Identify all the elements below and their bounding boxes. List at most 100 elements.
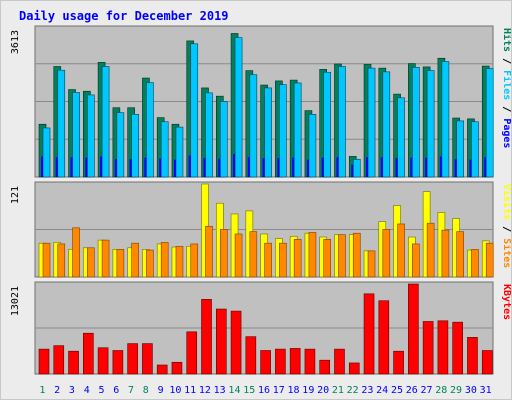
bar-pages (85, 157, 88, 177)
bar-pages (380, 157, 383, 177)
bar-sites (72, 227, 80, 278)
x-tick-label: 21 (332, 385, 344, 396)
bar-sites (264, 242, 272, 278)
bars-kbytes (38, 283, 493, 375)
bar-kbytes (186, 331, 198, 375)
x-tick-label: 22 (347, 385, 359, 396)
bar-sites (412, 243, 420, 278)
legend-hits-files-pages: Hits / Files / Pages (501, 28, 512, 148)
bar-kbytes (97, 347, 109, 375)
bar-sites (426, 222, 435, 278)
bar-pages (484, 157, 487, 177)
bar-kbytes (408, 283, 419, 375)
bar-sites (485, 242, 494, 278)
legend-visits-sites: Visits / Sites (501, 184, 512, 268)
bar-pages (188, 155, 191, 177)
x-tick-label: 25 (391, 385, 403, 396)
bar-pages (233, 153, 236, 177)
bar-kbytes (112, 350, 124, 375)
x-tick-label: 14 (228, 385, 240, 396)
bar-files (160, 121, 169, 178)
bar-files (101, 66, 110, 178)
bar-pages (173, 159, 176, 177)
x-tick-label: 6 (113, 385, 119, 396)
x-tick-label: 10 (169, 385, 181, 396)
bar-files (426, 70, 435, 178)
bar-pages (262, 158, 265, 177)
chart-panels: 3613 Hits / Files / Pages 121 Visits / Site… (10, 25, 512, 375)
bar-sites (131, 242, 139, 278)
x-tick-label: 19 (302, 385, 314, 396)
bar-kbytes (363, 293, 375, 375)
bar-kbytes (245, 336, 257, 375)
legend-item-files: Files (501, 70, 511, 100)
bar-sites (101, 239, 110, 278)
bar-files (87, 94, 95, 178)
legend-text: Hits / Files / Pages (501, 28, 511, 148)
x-tick-label: 12 (199, 385, 211, 396)
y-max-label: 3613 (10, 30, 21, 54)
x-tick-label: 29 (450, 385, 462, 396)
bar-kbytes (393, 350, 404, 375)
x-tick-label: 11 (184, 385, 196, 396)
bar-pages (439, 156, 442, 177)
x-tick-label: 31 (480, 385, 492, 396)
bar-sites (146, 249, 154, 278)
bar-files (249, 74, 258, 178)
x-tick-label: 8 (143, 385, 149, 396)
bar-kbytes (142, 343, 153, 375)
x-tick-label: 18 (288, 385, 300, 396)
bar-pages (395, 158, 398, 177)
bar-sites (338, 234, 346, 278)
bar-files (308, 114, 317, 178)
bar-pages (425, 157, 428, 177)
bar-sites (219, 229, 228, 278)
bar-kbytes (275, 348, 286, 375)
legend-separator: / (501, 220, 511, 238)
bar-kbytes (215, 308, 227, 375)
legend-text: KBytes (501, 284, 511, 320)
bar-kbytes (53, 345, 65, 375)
bar-pages (159, 158, 162, 177)
bar-sites (293, 239, 302, 278)
x-tick-label: 5 (98, 385, 104, 396)
bar-sites (471, 249, 479, 278)
bar-pages (410, 157, 413, 177)
bar-files (131, 114, 139, 178)
bar-kbytes (83, 332, 94, 375)
legend-item-sites: Sites (501, 238, 511, 268)
bar-files (323, 71, 332, 178)
bar-files (441, 61, 450, 178)
bar-files (397, 97, 405, 178)
panel-hits-files-pages: 3613 Hits / Files / Pages (10, 25, 512, 178)
bar-sites (382, 229, 391, 278)
bar-sites (87, 247, 95, 278)
bar-sites (190, 243, 199, 278)
y-max-label: 13021 (10, 286, 21, 316)
bar-pages (70, 157, 73, 177)
bar-pages (292, 157, 295, 177)
bar-pages (247, 157, 250, 177)
bar-kbytes (38, 348, 50, 375)
bar-files (471, 121, 479, 178)
bar-sites (175, 245, 184, 278)
bar-kbytes (452, 321, 463, 375)
bar-sites (397, 223, 405, 278)
x-tick-label: 20 (317, 385, 329, 396)
bar-files (190, 43, 199, 178)
bar-files (338, 66, 346, 178)
bar-kbytes (201, 299, 212, 375)
bar-pages (277, 158, 280, 177)
bar-sites (456, 231, 464, 278)
bar-sites (279, 242, 287, 278)
legend-item-visits: Visits (501, 184, 511, 220)
bar-files (367, 67, 376, 178)
bar-pages (41, 156, 43, 177)
bar-kbytes (437, 320, 449, 375)
bar-pages (454, 159, 457, 177)
bar-kbytes (230, 310, 242, 375)
x-tick-label: 24 (376, 385, 388, 396)
bar-files (205, 92, 213, 178)
bar-pages (55, 157, 58, 177)
bar-files (234, 37, 243, 178)
